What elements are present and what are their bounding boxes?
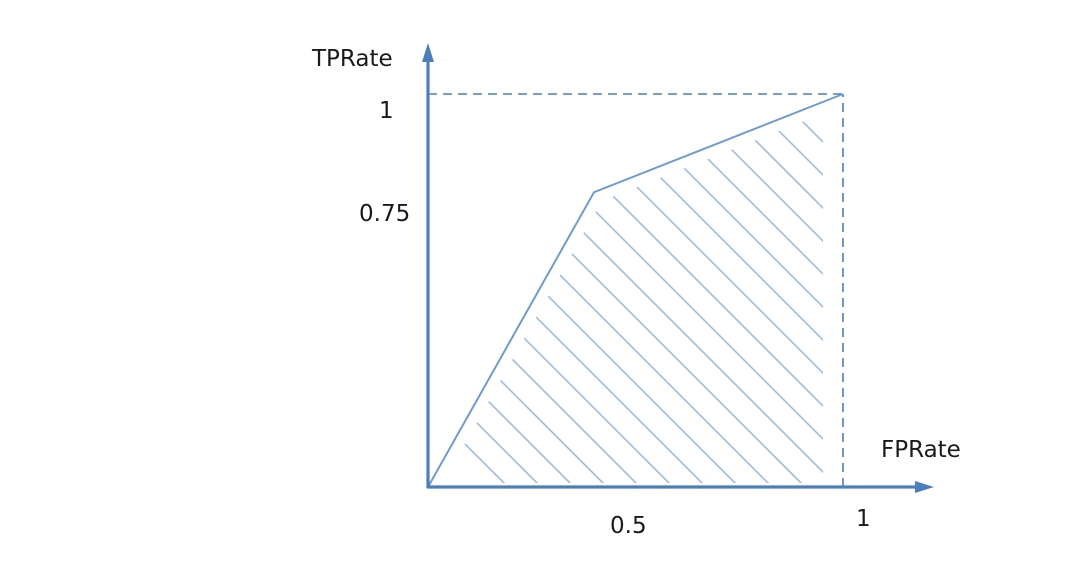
hatch-line: [667, 94, 843, 487]
hatch-line: [965, 0, 1071, 487]
hatch-line: [469, 94, 843, 487]
hatch-line: [428, 94, 674, 487]
hatch-line: [733, 94, 843, 487]
auc-hatch: [428, 0, 1071, 487]
hatch-line: [428, 94, 509, 487]
hatch-line: [428, 94, 843, 487]
x-axis-arrow-icon: [915, 481, 934, 493]
hatch-line: [428, 94, 608, 487]
axes: [422, 43, 934, 493]
hatch-line: [634, 94, 843, 487]
hatch-line: [766, 94, 843, 487]
hatch-line: [899, 0, 1071, 487]
hatch-line: [428, 94, 843, 487]
hatch-line: [1031, 0, 1071, 487]
hatch-line: [866, 0, 1071, 487]
hatch-line: [700, 94, 843, 487]
hatch-line: [428, 94, 707, 487]
hatch-line: [428, 94, 740, 487]
hatch-line: [428, 94, 839, 487]
hatch-line: [428, 94, 542, 487]
y-axis-label: TPRate: [312, 46, 393, 72]
hatch-margin-top: [428, 94, 843, 487]
hatch-line: [568, 94, 843, 487]
hatch-line: [436, 94, 843, 487]
hatch-line: [1064, 0, 1071, 487]
y-tick-label: 0.75: [359, 201, 411, 227]
roc-curve-group: [427, 93, 844, 488]
hatch-line: [428, 94, 806, 487]
hatch-line: [428, 94, 575, 487]
y-axis-arrow-icon: [422, 43, 434, 62]
x-tick-label: 0.5: [610, 513, 647, 539]
hatch-line: [832, 94, 843, 487]
hatch-line: [535, 94, 843, 487]
hatch-line: [428, 94, 773, 487]
hatch-line: [998, 0, 1071, 487]
hatch-line: [428, 94, 641, 487]
x-tick-label: 1: [856, 506, 871, 532]
roc-curve-line: [427, 93, 844, 488]
hatch-line: [502, 94, 843, 487]
reference-lines: [428, 93, 844, 487]
y-tick-label: 1: [379, 98, 394, 124]
x-axis-label: FPRate: [881, 437, 961, 463]
hatch-line: [932, 0, 1071, 487]
